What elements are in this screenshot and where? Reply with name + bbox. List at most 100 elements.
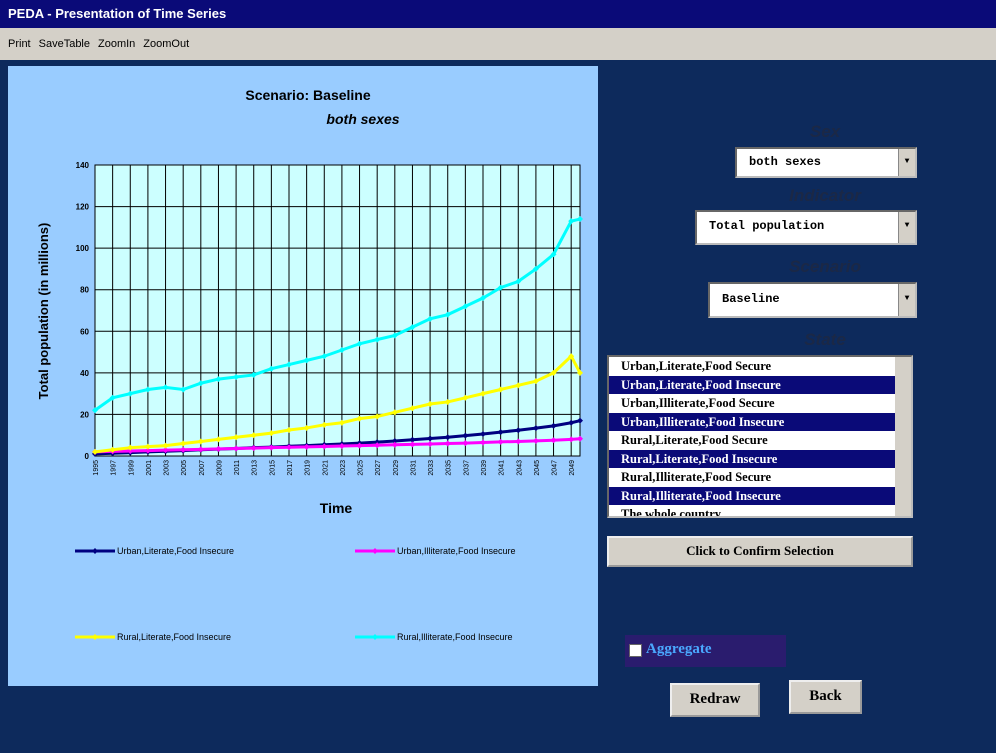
state-label: State <box>804 330 846 349</box>
x-tick-label: 2001 <box>146 460 153 476</box>
marker <box>427 401 434 408</box>
marker <box>180 446 187 453</box>
marker <box>250 445 257 452</box>
marker <box>427 440 434 447</box>
marker <box>303 357 310 364</box>
marker <box>321 353 328 360</box>
x-axis-label: Time <box>320 500 353 516</box>
marker <box>444 440 451 447</box>
marker <box>444 398 451 405</box>
x-tick-label: 2045 <box>534 460 541 476</box>
marker <box>180 386 187 393</box>
marker <box>515 382 522 389</box>
marker <box>550 369 557 376</box>
marker <box>250 371 257 378</box>
dropdown-arrow[interactable]: ▼ <box>898 284 915 316</box>
state-item[interactable]: Urban,Illiterate,Food Insecure <box>609 412 897 431</box>
marker <box>374 439 381 446</box>
marker <box>568 218 575 225</box>
dropdown-arrow[interactable]: ▼ <box>898 212 915 243</box>
state-item[interactable]: The whole country <box>621 507 721 518</box>
redraw-button[interactable]: Redraw <box>670 683 760 717</box>
marker <box>338 346 345 353</box>
marker <box>127 390 134 397</box>
marker <box>162 442 169 449</box>
marker <box>338 443 345 450</box>
indicator-dropdown[interactable]: Total population ▼ <box>695 210 917 245</box>
state-item[interactable]: Rural,Literate,Food Insecure <box>609 449 897 468</box>
marker <box>109 446 116 453</box>
x-tick-label: 2009 <box>216 460 223 476</box>
back-button[interactable]: Back <box>789 680 862 714</box>
x-tick-label: 1997 <box>111 460 118 476</box>
x-tick-label: 2023 <box>340 460 347 476</box>
marker <box>462 432 469 439</box>
marker <box>391 438 398 445</box>
x-tick-label: 2033 <box>428 460 435 476</box>
y-tick-label: 40 <box>80 369 89 378</box>
marker <box>144 386 151 393</box>
menu-item[interactable]: ZoomIn <box>98 38 136 50</box>
marker <box>462 394 469 401</box>
x-tick-label: 2049 <box>569 460 576 476</box>
aggregate-box[interactable]: Aggregate <box>625 635 786 667</box>
y-tick-label: 120 <box>76 203 90 212</box>
state-item[interactable]: Rural,Illiterate,Food Secure <box>621 470 772 484</box>
marker <box>480 439 486 446</box>
marker <box>532 378 539 385</box>
state-list[interactable]: Urban,Literate,Food Secure Urban,Literate… <box>607 355 913 518</box>
marker <box>268 365 275 372</box>
y-tick-label: 140 <box>76 161 90 170</box>
checkbox[interactable] <box>629 644 642 657</box>
chart-subtitle: both sexes <box>326 111 399 127</box>
legend-label: Urban,Literate,Food Insecure <box>117 546 234 556</box>
x-tick-label: 2013 <box>252 460 259 476</box>
scenario-dropdown[interactable]: Baseline ▼ <box>708 282 917 318</box>
marker <box>568 436 575 443</box>
state-item[interactable]: Rural,Literate,Food Secure <box>621 433 768 447</box>
y-tick-label: 80 <box>80 286 89 295</box>
marker <box>409 324 416 331</box>
dropdown-arrow[interactable]: ▼ <box>898 149 915 176</box>
y-tick-label: 100 <box>76 244 90 253</box>
marker <box>356 340 363 347</box>
marker <box>233 445 240 452</box>
sex-dropdown[interactable]: both sexes ▼ <box>735 147 917 178</box>
x-tick-label: 2021 <box>322 460 329 476</box>
menu-bar: Print SaveTable ZoomIn ZoomOut <box>0 28 996 60</box>
x-tick-label: 2039 <box>481 460 488 476</box>
menu-item[interactable]: ZoomOut <box>143 38 190 50</box>
state-item[interactable]: Rural,Illiterate,Food Insecure <box>609 486 897 505</box>
marker <box>215 436 222 443</box>
marker <box>497 438 504 445</box>
state-item[interactable]: Urban,Literate,Food Insecure <box>609 375 897 394</box>
marker <box>356 442 363 449</box>
marker <box>515 278 522 285</box>
marker <box>303 443 310 450</box>
confirm-button[interactable]: Click to Confirm Selection <box>607 536 913 567</box>
chart: Scenario: Baseline both sexes 0 20 40 60 80 100… <box>8 66 598 686</box>
chart-title: Scenario: Baseline <box>245 87 370 103</box>
scrollbar[interactable] <box>895 357 911 516</box>
x-tick-label: 2035 <box>446 460 453 476</box>
plot-area <box>95 165 580 456</box>
marker <box>144 447 151 454</box>
marker <box>286 444 292 451</box>
marker <box>409 441 416 448</box>
marker <box>391 441 398 448</box>
state-item[interactable]: Urban,Illiterate,Food Secure <box>621 396 775 410</box>
marker <box>427 315 434 322</box>
marker <box>197 438 204 445</box>
x-tick-label: 2037 <box>463 460 470 476</box>
marker <box>268 430 275 437</box>
state-item[interactable]: Urban,Literate,Food Secure <box>621 359 772 373</box>
marker <box>444 434 451 441</box>
marker <box>462 303 469 310</box>
marker <box>162 447 169 454</box>
marker <box>268 444 275 451</box>
marker <box>444 311 451 318</box>
menu-item[interactable]: SaveTable <box>38 38 90 50</box>
x-tick-label: 2047 <box>552 460 559 476</box>
menu-item[interactable]: Print <box>8 38 31 50</box>
y-axis-label: Total population (in millions) <box>36 223 51 400</box>
